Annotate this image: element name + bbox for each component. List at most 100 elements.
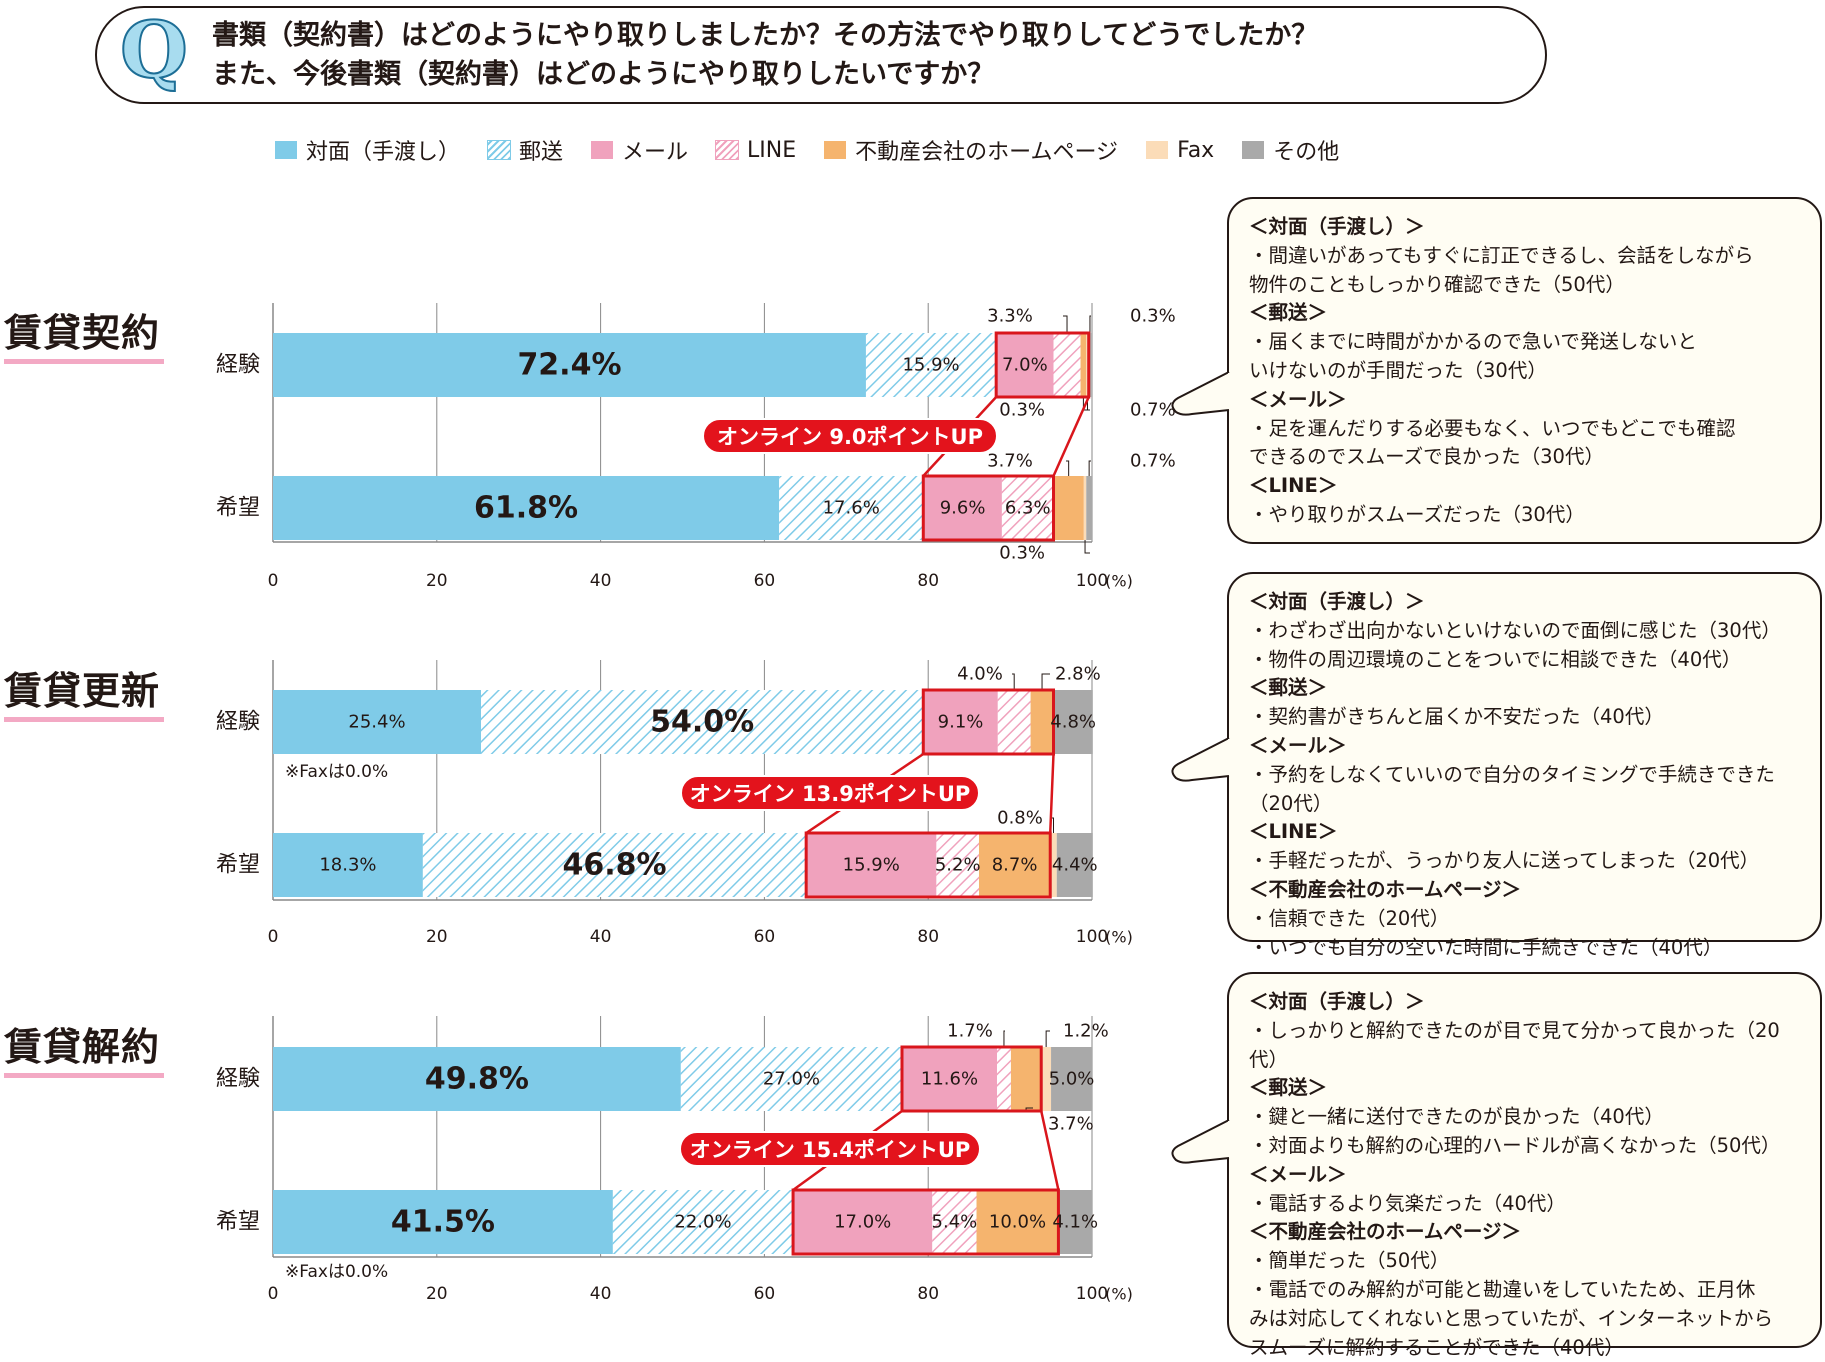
data-label-large: 49.8% [425,1062,529,1097]
leader-line [1088,460,1091,476]
comment-line: ・電話するより気楽だった（40代） [1249,1191,1566,1215]
legend-item: 不動産会社のホームページ [824,134,1118,166]
fax-note-renewal: ※Faxは0.0% [285,762,389,782]
online-highlight-box [900,1045,1043,1113]
data-label: 5.4% [932,1212,978,1233]
bar-segment [273,333,866,397]
bar-segment [997,690,1031,754]
bubble-tail-renewal [1171,737,1232,782]
leader-line [1003,1030,1005,1047]
legend-item: LINE [715,138,796,163]
bar-segment [1080,333,1087,397]
tick-label: 80 [917,927,939,947]
comment-heading: ＜LINE＞ [1249,820,1338,844]
comment-line: ・届くまでに時間がかかるので急いで発送しないと [1249,330,1697,354]
data-label: 18.3% [319,855,376,876]
axis-unit-label: (%) [1105,1285,1133,1304]
bubble-tail-cancellation [1171,1119,1232,1164]
category-label: 希望 [216,1210,260,1235]
legend-swatch [591,141,614,159]
data-label: 4.4% [1052,855,1098,876]
comment-heading: ＜メール＞ [1249,733,1347,757]
data-label: 15.9% [843,855,900,876]
bar-segment [273,833,423,897]
data-label: 25.4% [348,712,405,733]
bar-segment [481,690,924,754]
leader-line [1066,460,1070,476]
bar-segment [936,833,979,897]
legend-swatch [1146,141,1169,159]
data-label-large: 61.8% [474,491,578,526]
data-label: 0.3% [1130,306,1176,327]
bar-segment [793,1190,933,1254]
bar-segment [1041,1047,1052,1111]
comment-line: みは対応してくれないと思っていたが、インターネットから [1249,1306,1773,1330]
comment-line: ・物件の周辺環境のことをついでに相談できた（40代） [1249,647,1742,671]
leader-line [1063,315,1068,333]
comment-line: できるのでスムーズで良かった（30代） [1249,445,1604,469]
data-label: 1.2% [1063,1021,1109,1042]
bar-segment [1058,1190,1092,1254]
bar-segment [1086,476,1092,540]
data-label: 5.0% [1049,1069,1095,1090]
section-title-cancellation: 賃貸解約 [4,1016,165,1078]
comment-line: ・手軽だったが、うっかり友人に送ってしまった（20代） [1249,849,1760,873]
online-callout-badge [680,775,980,811]
question-box [95,6,1547,104]
comment-heading: ＜不動産会社のホームページ＞ [1249,1220,1522,1244]
comment-line: 物件のこともしっかり確認できた（50代） [1249,272,1625,296]
tick-label: 100 [1076,927,1108,947]
data-label: 9.1% [938,712,984,733]
data-label-large: 41.5% [391,1205,495,1240]
chart-1 [272,303,1093,554]
legend-item: Fax [1146,138,1214,163]
tick-label: 0 [268,927,279,947]
legend-item: メール [591,134,688,166]
chart-2 [272,660,1093,901]
comment-line: ・対面よりも解約の心理的ハードルが高くなかった（50代） [1249,1133,1781,1157]
data-label: 0.3% [999,400,1045,421]
bar-segment [1001,476,1054,540]
comment-line: いけないのが手間だった（30代） [1249,358,1547,382]
category-label: 経験 [216,1067,260,1092]
tick-label: 40 [590,571,612,591]
bar-segment [1083,476,1087,540]
leader-line [1041,673,1050,690]
data-label-large: 54.0% [650,705,754,740]
category-label: 経験 [216,353,260,378]
online-connector-line [1048,753,1055,834]
legend-item: 郵送 [487,134,564,166]
comment-bubble-renewal: ＜対面（手渡し）＞ ・わざわざ出向かないといけないので面倒に感じた（30代） ・物件… [1227,572,1822,959]
comment-heading: ＜対面（手渡し）＞ [1249,215,1425,238]
online-connector-line [1052,396,1090,477]
question-line-2: また、今後書類（契約書）はどのようにやり取りしたいですか？ [212,59,995,90]
bar-segment [996,333,1054,397]
tick-label: 40 [590,1284,612,1304]
comment-heading: ＜メール＞ [1249,1162,1347,1186]
legend-label: メール [622,140,689,165]
data-label: 4.8% [1050,712,1096,733]
tick-label: 60 [754,571,776,591]
leader-line [1084,540,1090,554]
legend-label: 郵送 [519,140,564,165]
tick-label: 0 [268,571,279,591]
online-callout-text: オンライン 15.4ポイントUP [690,1138,971,1162]
legend-swatch [824,141,847,159]
bar-segment [273,1190,613,1254]
comment-bubble-cancellation: ＜対面（手渡し）＞ ・しっかりと解約できたのが目で見て分かって良かった（20代） ＜… [1227,972,1822,1359]
tick-label: 60 [754,927,776,947]
data-label: 0.7% [1130,451,1176,472]
online-highlight-box [921,688,1056,756]
bar-segment [865,333,997,397]
comment-line: ・足を運んだりする必要もなく、いつでもどこでも確認 [1249,416,1736,440]
bar-segment [1056,833,1093,897]
data-label: 3.7% [987,451,1033,472]
bar-segment [1053,690,1093,754]
bar-segment [1053,476,1084,540]
comment-heading: ＜メール＞ [1249,387,1347,411]
question-text: 書類（契約書）はどのようにやり取りしましたか？その方法でやり取りしてどうでしたか… [212,16,1318,94]
online-highlight-box [791,1188,1060,1256]
bar-segment [923,690,998,754]
comment-heading: ＜LINE＞ [1249,474,1338,498]
